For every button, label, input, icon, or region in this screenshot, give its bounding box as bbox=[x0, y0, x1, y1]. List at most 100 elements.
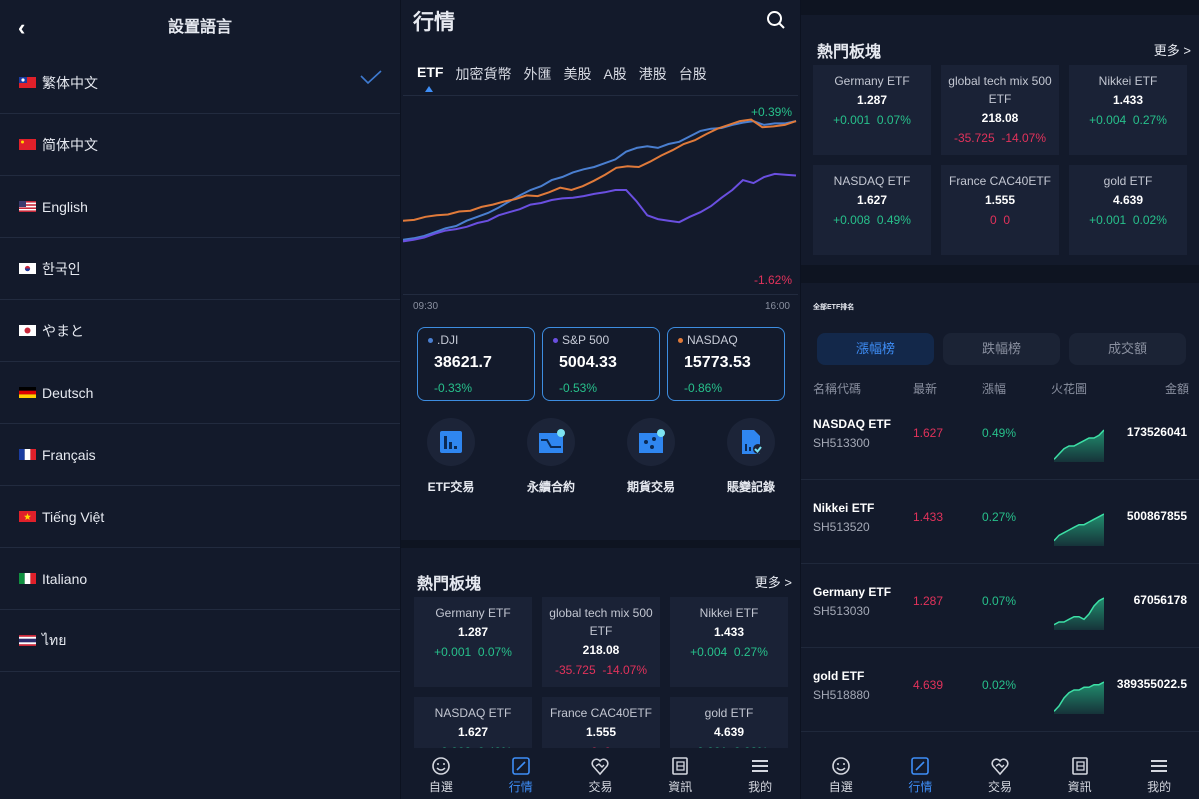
nav-0[interactable]: 自選 bbox=[801, 748, 881, 799]
etf-percent: 0.07% bbox=[982, 594, 1017, 608]
sector-name: Nikkei ETF bbox=[699, 606, 759, 620]
nav-0[interactable]: 自選 bbox=[401, 748, 481, 799]
action-0[interactable]: ETF交易 bbox=[411, 418, 491, 495]
sector-name: global tech mix 500 ETF bbox=[948, 74, 1052, 106]
index-card[interactable]: S&P 500 5004.33 -0.53% bbox=[542, 327, 660, 401]
hot-sector-card[interactable]: gold ETF 4.639 +0.001 0.02% bbox=[1069, 165, 1187, 255]
sector-price: 1.433 bbox=[1112, 93, 1144, 107]
language-item-us[interactable]: English bbox=[0, 176, 400, 238]
action-3[interactable]: 賬變記錄 bbox=[711, 418, 791, 495]
sector-percent: 0.07% bbox=[477, 645, 512, 659]
hot-sector-card[interactable]: Germany ETF 1.287 +0.001 0.07% bbox=[414, 597, 532, 687]
language-item-fr[interactable]: Français bbox=[0, 424, 400, 486]
back-icon[interactable]: ‹ bbox=[18, 15, 26, 40]
index-card[interactable]: .DJI 38621.7 -0.33% bbox=[417, 327, 535, 401]
language-header: ‹ 設置語言 bbox=[0, 0, 400, 56]
more-link[interactable]: 更多 > bbox=[755, 572, 792, 591]
nav-label: 行情 bbox=[908, 780, 933, 794]
flag-fr-icon bbox=[19, 449, 36, 460]
market-tabs: ETF 加密貨幣 外匯 美股 A股 港股 台股 bbox=[417, 64, 707, 92]
index-change: -0.53% bbox=[559, 381, 598, 395]
hot-sector-card[interactable]: Germany ETF 1.287 +0.001 0.07% bbox=[813, 65, 931, 155]
divider bbox=[401, 540, 800, 548]
index-change: -0.86% bbox=[684, 381, 723, 395]
etf-price: 1.287 bbox=[913, 594, 944, 608]
chart-lines bbox=[402, 118, 797, 243]
language-label: 简体中文 bbox=[42, 136, 98, 153]
menu-icon bbox=[752, 760, 769, 772]
column-header: 火花圖 bbox=[1051, 382, 1088, 396]
hot-sector-card[interactable]: global tech mix 500 ETF 218.08 -35.725 -14… bbox=[941, 65, 1059, 155]
language-item-vn[interactable]: Tiếng Việt bbox=[0, 486, 400, 548]
sector-change: 0 bbox=[989, 213, 997, 227]
etf-percent: 0.27% bbox=[982, 510, 1017, 524]
hot-sector-card[interactable]: global tech mix 500 ETF 218.08 -35.725 -14… bbox=[542, 597, 660, 687]
smiley-icon bbox=[831, 757, 850, 775]
table-row[interactable]: Nikkei ETF SH513520 1.433 0.27% 500867855 bbox=[801, 480, 1199, 564]
sector-name: NASDAQ ETF bbox=[833, 174, 911, 188]
ranking-tabs: 漲幅榜 跌幅榜 成交額 bbox=[817, 333, 1186, 365]
etf-percent: 0.02% bbox=[982, 678, 1017, 692]
language-item-tw[interactable]: 繁体中文 bbox=[0, 52, 400, 114]
more-link[interactable]: 更多 > bbox=[1154, 40, 1191, 59]
etf-name: gold ETF bbox=[813, 669, 865, 683]
menu-icon bbox=[1151, 760, 1168, 772]
nav-2[interactable]: 交易 bbox=[960, 748, 1040, 799]
action-1[interactable]: 永續合約 bbox=[511, 418, 591, 495]
language-item-it[interactable]: Italiano bbox=[0, 548, 400, 610]
sector-percent: -14.07% bbox=[1001, 131, 1047, 145]
table-row[interactable]: gold ETF SH518880 4.639 0.02% 389355022.5 bbox=[801, 648, 1199, 732]
tab-2[interactable]: 外匯 bbox=[523, 66, 552, 82]
language-item-jp[interactable]: やまと bbox=[0, 300, 400, 362]
search-icon[interactable] bbox=[766, 10, 786, 30]
ranking-tab-0[interactable]: 漲幅榜 bbox=[817, 333, 934, 365]
nav-4[interactable]: 我的 bbox=[720, 748, 800, 799]
hot-sector-card[interactable]: Nikkei ETF 1.433 +0.004 0.27% bbox=[670, 597, 788, 687]
column-header: 最新 bbox=[913, 382, 938, 396]
language-label: ไทย bbox=[42, 631, 67, 648]
hot-sectors-title: 熱門板塊 bbox=[417, 576, 482, 593]
sparkline bbox=[1054, 429, 1104, 462]
flag-vn-icon bbox=[19, 511, 36, 522]
sector-name: gold ETF bbox=[1103, 174, 1153, 188]
table-row[interactable]: NASDAQ ETF SH513300 1.627 0.49% 173526041 bbox=[801, 396, 1199, 480]
hot-sector-card[interactable]: NASDAQ ETF 1.627 +0.008 0.49% bbox=[813, 165, 931, 255]
ranking-tab-1[interactable]: 跌幅榜 bbox=[943, 333, 1060, 365]
heart-trade-icon bbox=[591, 758, 610, 776]
nav-4[interactable]: 我的 bbox=[1119, 748, 1199, 799]
nav-1[interactable]: 行情 bbox=[881, 748, 961, 799]
sector-name: France CAC40ETF bbox=[549, 706, 653, 720]
sector-percent: 0.49% bbox=[876, 213, 911, 227]
action-label: 期貨交易 bbox=[626, 480, 675, 494]
nav-3[interactable]: 資訊 bbox=[1040, 748, 1120, 799]
language-item-de[interactable]: Deutsch bbox=[0, 362, 400, 424]
flag-de-icon bbox=[19, 387, 36, 398]
language-item-kr[interactable]: 한국인 bbox=[0, 238, 400, 300]
action-2[interactable]: 期貨交易 bbox=[611, 418, 691, 495]
table-row[interactable]: Germany ETF SH513030 1.287 0.07% 67056178 bbox=[801, 564, 1199, 648]
chart-icon bbox=[511, 757, 530, 775]
chart-end-time: 16:00 bbox=[764, 301, 790, 312]
nav-3[interactable]: 資訊 bbox=[640, 748, 720, 799]
nav-1[interactable]: 行情 bbox=[481, 748, 561, 799]
language-item-cn[interactable]: 简体中文 bbox=[0, 114, 400, 176]
tab-4[interactable]: A股 bbox=[603, 66, 627, 82]
hot-sector-card[interactable]: Nikkei ETF 1.433 +0.004 0.27% bbox=[1069, 65, 1187, 155]
index-dot bbox=[678, 338, 683, 344]
page-title: 行情 bbox=[413, 11, 455, 34]
index-card[interactable]: NASDAQ 15773.53 -0.86% bbox=[667, 327, 785, 401]
sector-percent: 0.27% bbox=[1132, 113, 1167, 127]
ranking-tab-2[interactable]: 成交額 bbox=[1069, 333, 1186, 365]
tab-6[interactable]: 台股 bbox=[678, 66, 707, 82]
sector-price: 1.555 bbox=[984, 193, 1016, 207]
tab-0[interactable]: ETF bbox=[417, 64, 443, 92]
nav-label: 我的 bbox=[1147, 780, 1172, 794]
nav-2[interactable]: 交易 bbox=[561, 748, 641, 799]
futures-icon bbox=[639, 429, 665, 453]
tab-5[interactable]: 港股 bbox=[638, 66, 667, 82]
hot-sector-card[interactable]: France CAC40ETF 1.555 0 0 bbox=[941, 165, 1059, 255]
tab-3[interactable]: 美股 bbox=[563, 66, 592, 82]
language-item-th[interactable]: ไทย bbox=[0, 610, 400, 672]
tab-1[interactable]: 加密貨幣 bbox=[455, 66, 512, 82]
sector-percent: -14.07% bbox=[602, 663, 648, 677]
